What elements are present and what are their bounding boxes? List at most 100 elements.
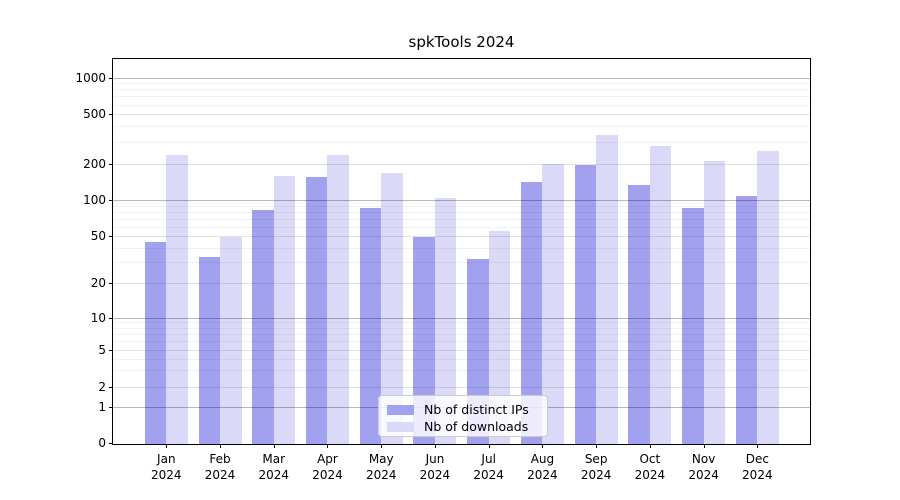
- x-tick-label-sep: Sep 2024: [564, 451, 628, 483]
- x-tick-mark: [220, 444, 221, 448]
- x-tick-month: Dec: [745, 452, 769, 466]
- bar-ips-dec: [735, 196, 758, 444]
- bar-ips-aug: [520, 182, 543, 444]
- y-tick-label-20: 20: [90, 276, 106, 291]
- bar-downloads-may: [381, 173, 403, 444]
- y-tick-mark: [109, 283, 113, 284]
- x-tick-year: 2024: [419, 468, 451, 482]
- y-tick-label-1: 1: [98, 399, 106, 414]
- x-tick-mark: [489, 444, 490, 448]
- y-tick-label-500: 500: [83, 107, 106, 122]
- x-tick-month: Aug: [530, 452, 555, 466]
- gridline-400: [113, 126, 810, 128]
- y-tick-mark: [109, 350, 113, 351]
- x-tick-month: Sep: [584, 452, 608, 466]
- y-tick-label-200: 200: [83, 157, 106, 172]
- y-tick-label-10: 10: [90, 310, 106, 325]
- legend-swatch-distinct-ips: [387, 404, 414, 415]
- y-tick-mark: [109, 407, 113, 408]
- plot-area: [112, 58, 811, 445]
- bar-downloads-sep: [596, 135, 618, 444]
- x-tick-label-jul: Jul 2024: [457, 451, 521, 483]
- x-tick-month: Oct: [639, 452, 661, 466]
- x-tick-mark: [274, 444, 275, 448]
- x-tick-month: Mar: [262, 452, 286, 466]
- x-tick-mark: [704, 444, 705, 448]
- x-tick-year: 2024: [258, 468, 290, 482]
- bar-ips-jan: [144, 242, 167, 444]
- bar-ips-oct: [628, 185, 650, 444]
- x-tick-month: Jul: [481, 452, 496, 466]
- bar-downloads-jun: [434, 198, 457, 444]
- bar-ips-nov: [682, 208, 704, 444]
- x-tick-year: 2024: [688, 468, 719, 482]
- x-tick-month: Jan: [157, 452, 176, 466]
- x-tick-label-jan: Jan 2024: [134, 451, 198, 483]
- x-tick-year: 2024: [580, 468, 612, 482]
- x-tick-label-apr: Apr 2024: [295, 451, 359, 483]
- bar-downloads-jul: [488, 231, 511, 444]
- x-tick-mark: [757, 444, 758, 448]
- y-tick-label-1000: 1000: [75, 70, 106, 85]
- x-tick-mark: [166, 444, 167, 448]
- x-tick-label-jun: Jun 2024: [403, 451, 467, 483]
- y-tick-mark: [109, 236, 113, 237]
- y-tick-label-100: 100: [83, 192, 106, 207]
- bar-downloads-aug: [542, 164, 564, 444]
- y-tick-label-5: 5: [98, 342, 106, 357]
- x-tick-year: 2024: [742, 468, 773, 482]
- x-tick-month: May: [368, 452, 394, 466]
- legend-item-distinct-ips: Nb of distinct IPs: [387, 402, 539, 417]
- x-tick-label-nov: Nov 2024: [672, 451, 736, 483]
- bar-ips-mar: [252, 210, 274, 444]
- y-tick-label-0: 0: [98, 436, 106, 450]
- y-tick-mark: [109, 164, 113, 165]
- x-tick-mark: [542, 444, 543, 448]
- gridline-500: [113, 114, 810, 116]
- x-tick-year: 2024: [365, 468, 397, 482]
- x-tick-year: 2024: [527, 468, 558, 482]
- x-tick-label-mar: Mar 2024: [242, 451, 306, 483]
- bar-ips-apr: [305, 177, 328, 444]
- x-tick-month: Feb: [209, 452, 231, 466]
- x-tick-year: 2024: [473, 468, 504, 482]
- chart-title: spkTools 2024: [408, 33, 515, 51]
- y-tick-mark: [109, 387, 113, 388]
- gridline-800: [113, 89, 810, 91]
- bar-downloads-dec: [757, 151, 779, 444]
- gridline-600: [113, 104, 810, 106]
- bar-downloads-jan: [166, 155, 188, 444]
- x-tick-year: 2024: [204, 468, 236, 482]
- y-tick-mark: [109, 78, 113, 79]
- y-tick-mark: [109, 114, 113, 115]
- x-tick-mark: [596, 444, 597, 448]
- gridline-300: [113, 142, 810, 144]
- x-tick-month: Jun: [425, 452, 445, 466]
- bar-downloads-oct: [649, 146, 672, 444]
- plot-inner: [113, 59, 810, 444]
- x-tick-label-feb: Feb 2024: [188, 451, 252, 483]
- x-tick-label-oct: Oct 2024: [618, 451, 682, 483]
- gridline-900: [113, 83, 810, 85]
- y-tick-label-2: 2: [98, 379, 106, 394]
- x-tick-month: Nov: [691, 452, 716, 466]
- y-tick-mark: [109, 200, 113, 201]
- x-tick-label-may: May 2024: [349, 451, 413, 483]
- bar-downloads-mar: [273, 176, 296, 444]
- legend: Nb of distinct IPs Nb of downloads: [378, 395, 548, 437]
- y-tick-mark: [109, 443, 113, 444]
- bar-downloads-apr: [327, 155, 349, 444]
- y-tick-label-50: 50: [90, 229, 106, 244]
- gridline-700: [113, 96, 810, 98]
- x-tick-mark: [435, 444, 436, 448]
- x-tick-label-dec: Dec 2024: [725, 451, 789, 483]
- bar-downloads-feb: [220, 237, 242, 444]
- y-tick-mark: [109, 318, 113, 319]
- x-tick-month: Apr: [317, 452, 338, 466]
- bar-ips-feb: [198, 257, 221, 444]
- x-tick-label-aug: Aug 2024: [510, 451, 574, 483]
- bar-ips-jun: [413, 237, 435, 444]
- bar-downloads-nov: [703, 161, 726, 444]
- x-tick-mark: [327, 444, 328, 448]
- x-tick-year: 2024: [634, 468, 666, 482]
